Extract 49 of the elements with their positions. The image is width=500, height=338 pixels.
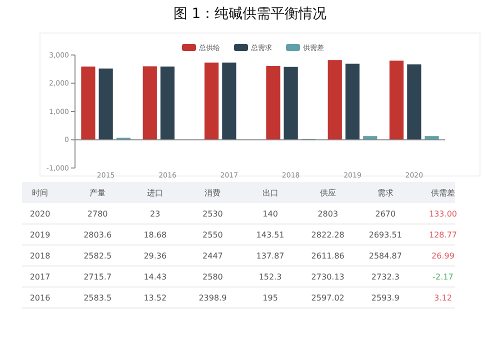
data-label: 2447 [202,251,223,260]
data-label: 2582.5 [84,251,112,260]
data-label: 2822.28 [311,230,344,240]
data-label: 2583.5 [84,293,112,302]
data-label: 29.36 [144,251,167,260]
data-label: 2398.9 [198,293,227,302]
y-tick-label: 2017 [30,272,50,282]
data-label: 2693.51 [368,230,402,240]
chart-title: 图 1：纯碱供需平衡情况 [173,6,327,22]
y-tick-label: 2020 [30,209,50,218]
data-label: 2584.87 [368,251,402,260]
data-label: 3.12 [434,293,452,302]
data-label: -2.17 [432,272,454,282]
y-tick-label: 2019 [30,230,50,240]
data-label: 2611.86 [311,251,344,260]
x-tick-label: 消费 [204,188,221,198]
data-label: 133.00 [429,209,457,218]
data-label: 14.43 [144,272,167,282]
x-tick-label: 供应 [320,188,336,198]
data-label: 13.52 [144,293,167,302]
data-label: 2803 [318,209,338,218]
data-label: 2593.9 [371,293,400,302]
data-label: 2715.7 [84,272,112,282]
x-tick-label: 出口 [262,188,278,198]
data-label: 2580 [202,272,223,282]
data-label: 2732.3 [371,272,400,282]
data-label: 137.87 [256,251,284,260]
x-tick-label: 进口 [147,188,164,198]
x-tick-label: 供需差 [431,188,455,198]
y-tick-label: 2016 [30,293,50,302]
data-label: 140 [262,209,278,218]
data-label: 2780 [87,209,108,218]
data-label: 128.77 [429,230,457,240]
x-tick-label: 产量 [90,188,106,198]
data-label: 2550 [202,230,223,240]
data-label: 18.68 [144,230,167,240]
y-tick-label: 2018 [30,251,50,260]
data-label: 2730.13 [311,272,344,282]
data-label: 23 [150,209,160,218]
data-label: 143.51 [256,230,284,240]
x-tick-label: 需求 [377,188,394,198]
y-axis-title: 时间 [32,188,48,198]
data-label: 152.3 [258,272,282,282]
data-label: 26.99 [432,251,454,260]
data-label: 195 [262,293,278,302]
data-label: 2670 [375,209,396,218]
data-label: 2530 [202,209,223,218]
data-label: 2597.02 [311,293,344,302]
data-label: 2803.6 [84,230,112,240]
